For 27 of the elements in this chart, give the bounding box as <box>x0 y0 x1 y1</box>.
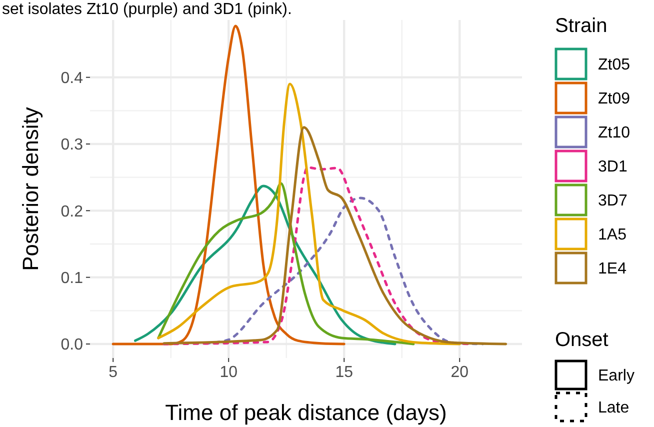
line-series <box>157 82 461 346</box>
legend-title: Strain <box>555 15 608 37</box>
y-tick-label: 0.1 <box>60 270 84 287</box>
x-tick-label: 5 <box>108 364 118 381</box>
legend-label: 1E4 <box>598 260 627 278</box>
text: Early <box>598 368 634 385</box>
legend-label: Zt10 <box>598 124 630 142</box>
legend-label: Zt05 <box>598 56 630 74</box>
text: Onset <box>555 329 609 351</box>
line-series <box>157 182 415 346</box>
x-tick-label: 20 <box>450 364 469 381</box>
x-tick-label: 10 <box>220 364 238 381</box>
y-tick-label: 0.0 <box>60 336 84 354</box>
y-axis-title: Posterior density <box>18 107 43 271</box>
y-tick-label: 0.4 <box>60 70 84 87</box>
legend-label: 1A5 <box>598 226 627 244</box>
text: Late <box>598 400 630 417</box>
line-series <box>162 126 508 346</box>
line-series <box>112 24 346 346</box>
legend-label: Zt09 <box>598 90 630 108</box>
y-tick-label: 0.3 <box>60 136 84 154</box>
text: set isolates Zt10 (purple) and 3D1 (pink). <box>2 1 292 18</box>
legend-label: 3D1 <box>598 158 628 176</box>
x-tick-label: 15 <box>335 364 354 381</box>
x-axis-title: Time of peak distance (days) <box>165 400 447 425</box>
legend-label: 3D7 <box>598 192 628 210</box>
y-tick-label: 0.2 <box>60 203 84 220</box>
